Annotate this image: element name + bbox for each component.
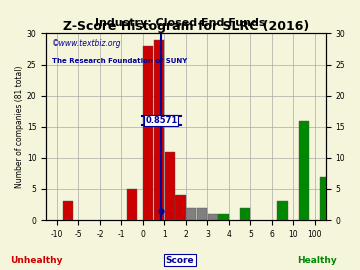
Bar: [299, 120, 309, 220]
Bar: [320, 177, 331, 220]
Bar: [143, 46, 153, 220]
Text: Industry: Closed End Funds: Industry: Closed End Funds: [95, 18, 265, 28]
Bar: [240, 208, 250, 220]
Bar: [175, 195, 186, 220]
Bar: [127, 189, 137, 220]
Title: Z-Score Histogram for SLRC (2016): Z-Score Histogram for SLRC (2016): [63, 21, 309, 33]
Bar: [165, 152, 175, 220]
Bar: [208, 214, 218, 220]
Y-axis label: Number of companies (81 total): Number of companies (81 total): [15, 66, 24, 188]
Text: Unhealthy: Unhealthy: [10, 256, 62, 265]
Bar: [154, 40, 164, 220]
Bar: [186, 208, 197, 220]
Text: ©www.textbiz.org: ©www.textbiz.org: [52, 39, 121, 48]
Text: 0.8571: 0.8571: [145, 116, 177, 125]
Bar: [63, 201, 73, 220]
Bar: [197, 208, 207, 220]
Text: Healthy: Healthy: [297, 256, 337, 265]
Bar: [278, 201, 288, 220]
Bar: [218, 214, 229, 220]
Text: Score: Score: [166, 256, 194, 265]
Text: The Research Foundation of SUNY: The Research Foundation of SUNY: [52, 58, 187, 64]
